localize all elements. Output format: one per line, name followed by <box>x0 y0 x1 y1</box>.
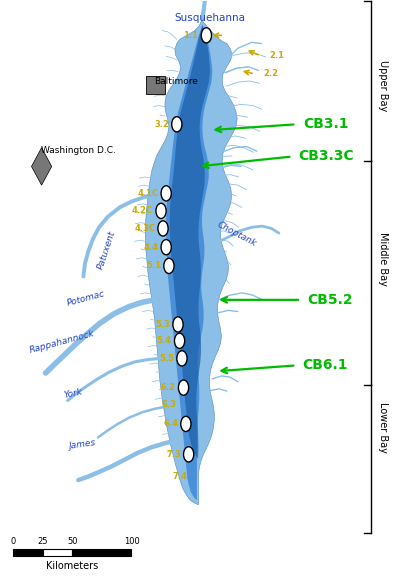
Text: CB6.1: CB6.1 <box>302 359 348 372</box>
Text: 4.3C: 4.3C <box>134 224 155 233</box>
Circle shape <box>174 333 185 349</box>
Text: CB3.1: CB3.1 <box>303 117 349 131</box>
Text: 4.1C: 4.1C <box>137 189 158 198</box>
Text: 100: 100 <box>123 537 139 546</box>
Text: Potomac: Potomac <box>66 289 106 308</box>
Circle shape <box>156 203 166 219</box>
Bar <box>13 549 43 556</box>
Circle shape <box>201 28 212 43</box>
Text: Upper Bay: Upper Bay <box>378 60 388 111</box>
Text: Rappahannock: Rappahannock <box>29 329 96 355</box>
Text: CB3.3C: CB3.3C <box>298 149 354 163</box>
Text: 2.1: 2.1 <box>270 51 285 61</box>
Text: 5.1: 5.1 <box>146 262 161 270</box>
Text: 5.3: 5.3 <box>155 320 170 329</box>
Text: 4.4: 4.4 <box>143 243 158 252</box>
Text: James: James <box>68 439 96 452</box>
Bar <box>43 549 72 556</box>
Bar <box>72 549 131 556</box>
Text: 6.2: 6.2 <box>161 383 175 392</box>
Text: Lower Bay: Lower Bay <box>378 402 388 453</box>
Text: 1.1: 1.1 <box>183 31 198 40</box>
Text: Baltimore: Baltimore <box>154 76 198 86</box>
Circle shape <box>173 317 183 332</box>
Polygon shape <box>31 148 52 185</box>
Circle shape <box>178 380 189 395</box>
Text: 4.2C: 4.2C <box>132 206 153 215</box>
Circle shape <box>161 186 171 201</box>
Text: Washington D.C.: Washington D.C. <box>41 146 116 155</box>
Text: 5.4: 5.4 <box>157 336 172 345</box>
Text: CB5.2: CB5.2 <box>307 293 353 307</box>
Text: Middle Bay: Middle Bay <box>378 232 388 286</box>
Polygon shape <box>170 25 210 459</box>
Text: 3.2: 3.2 <box>154 120 169 129</box>
Text: 50: 50 <box>67 537 77 546</box>
Circle shape <box>181 416 191 432</box>
Text: Choptank: Choptank <box>216 220 258 249</box>
Polygon shape <box>166 25 212 500</box>
Circle shape <box>161 239 171 255</box>
Circle shape <box>183 447 194 462</box>
Text: 6.4: 6.4 <box>163 419 178 429</box>
Text: 7.3: 7.3 <box>166 450 181 459</box>
Text: 6.3: 6.3 <box>162 399 177 409</box>
Text: 5.5: 5.5 <box>159 354 174 363</box>
Bar <box>146 76 166 94</box>
Text: 0: 0 <box>11 537 16 546</box>
Text: 2.2: 2.2 <box>264 69 279 78</box>
Circle shape <box>158 221 168 236</box>
Circle shape <box>164 258 174 273</box>
Text: Susquehanna: Susquehanna <box>175 13 246 23</box>
Text: Kilometers: Kilometers <box>46 561 98 571</box>
Text: Patuxent: Patuxent <box>96 229 118 270</box>
Polygon shape <box>145 20 237 505</box>
Text: York: York <box>63 387 83 400</box>
Circle shape <box>172 116 182 132</box>
Circle shape <box>177 351 187 366</box>
Text: 25: 25 <box>38 537 48 546</box>
Text: 7.4: 7.4 <box>173 472 187 481</box>
